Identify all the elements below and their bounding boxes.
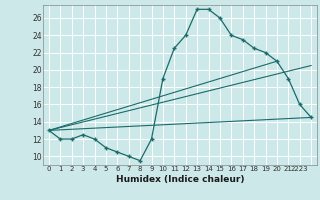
X-axis label: Humidex (Indice chaleur): Humidex (Indice chaleur) <box>116 175 244 184</box>
